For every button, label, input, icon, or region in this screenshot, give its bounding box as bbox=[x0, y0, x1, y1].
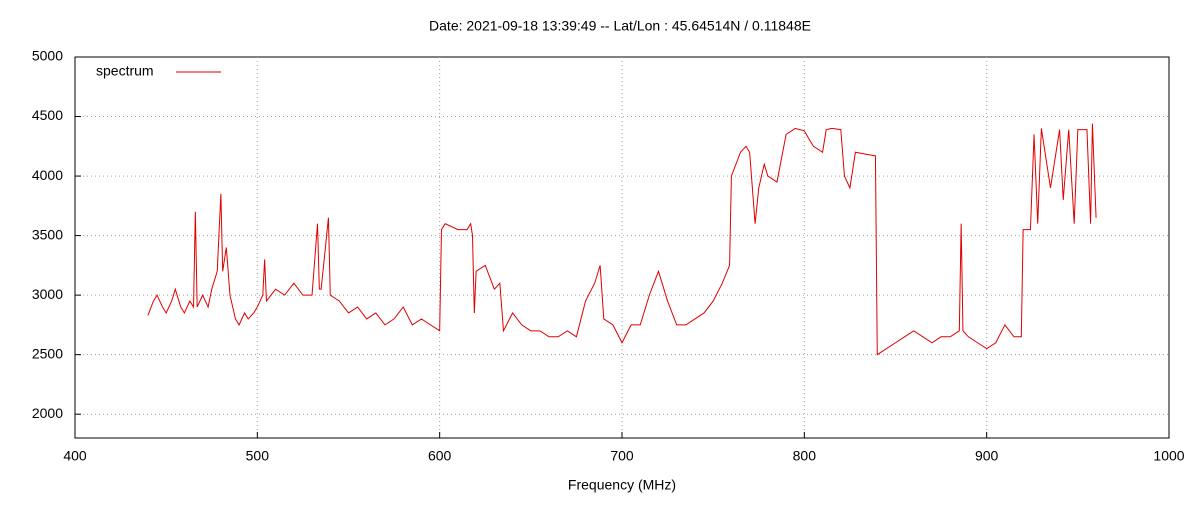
x-tick-label: 700 bbox=[610, 448, 634, 464]
legend-label: spectrum bbox=[96, 63, 154, 79]
y-tick-label: 2500 bbox=[32, 345, 63, 361]
y-tick-label: 5000 bbox=[32, 48, 63, 64]
x-tick-label: 400 bbox=[63, 448, 87, 464]
y-tick-label: 2000 bbox=[32, 405, 63, 421]
x-tick-label: 800 bbox=[793, 448, 817, 464]
x-tick-label: 500 bbox=[246, 448, 270, 464]
x-tick-label: 900 bbox=[975, 448, 999, 464]
y-tick-label: 3500 bbox=[32, 226, 63, 242]
chart-title: Date: 2021-09-18 13:39:49 -- Lat/Lon : 4… bbox=[429, 18, 811, 34]
spectrum-line bbox=[147, 123, 1097, 356]
y-tick-label: 4500 bbox=[32, 107, 63, 123]
y-tick-label: 3000 bbox=[32, 286, 63, 302]
x-axis-label: Frequency (MHz) bbox=[568, 477, 676, 493]
x-tick-label: 600 bbox=[428, 448, 452, 464]
y-tick-label: 4000 bbox=[32, 167, 63, 183]
plot-frame bbox=[74, 56, 1170, 439]
x-tick-label: 1000 bbox=[1153, 448, 1184, 464]
